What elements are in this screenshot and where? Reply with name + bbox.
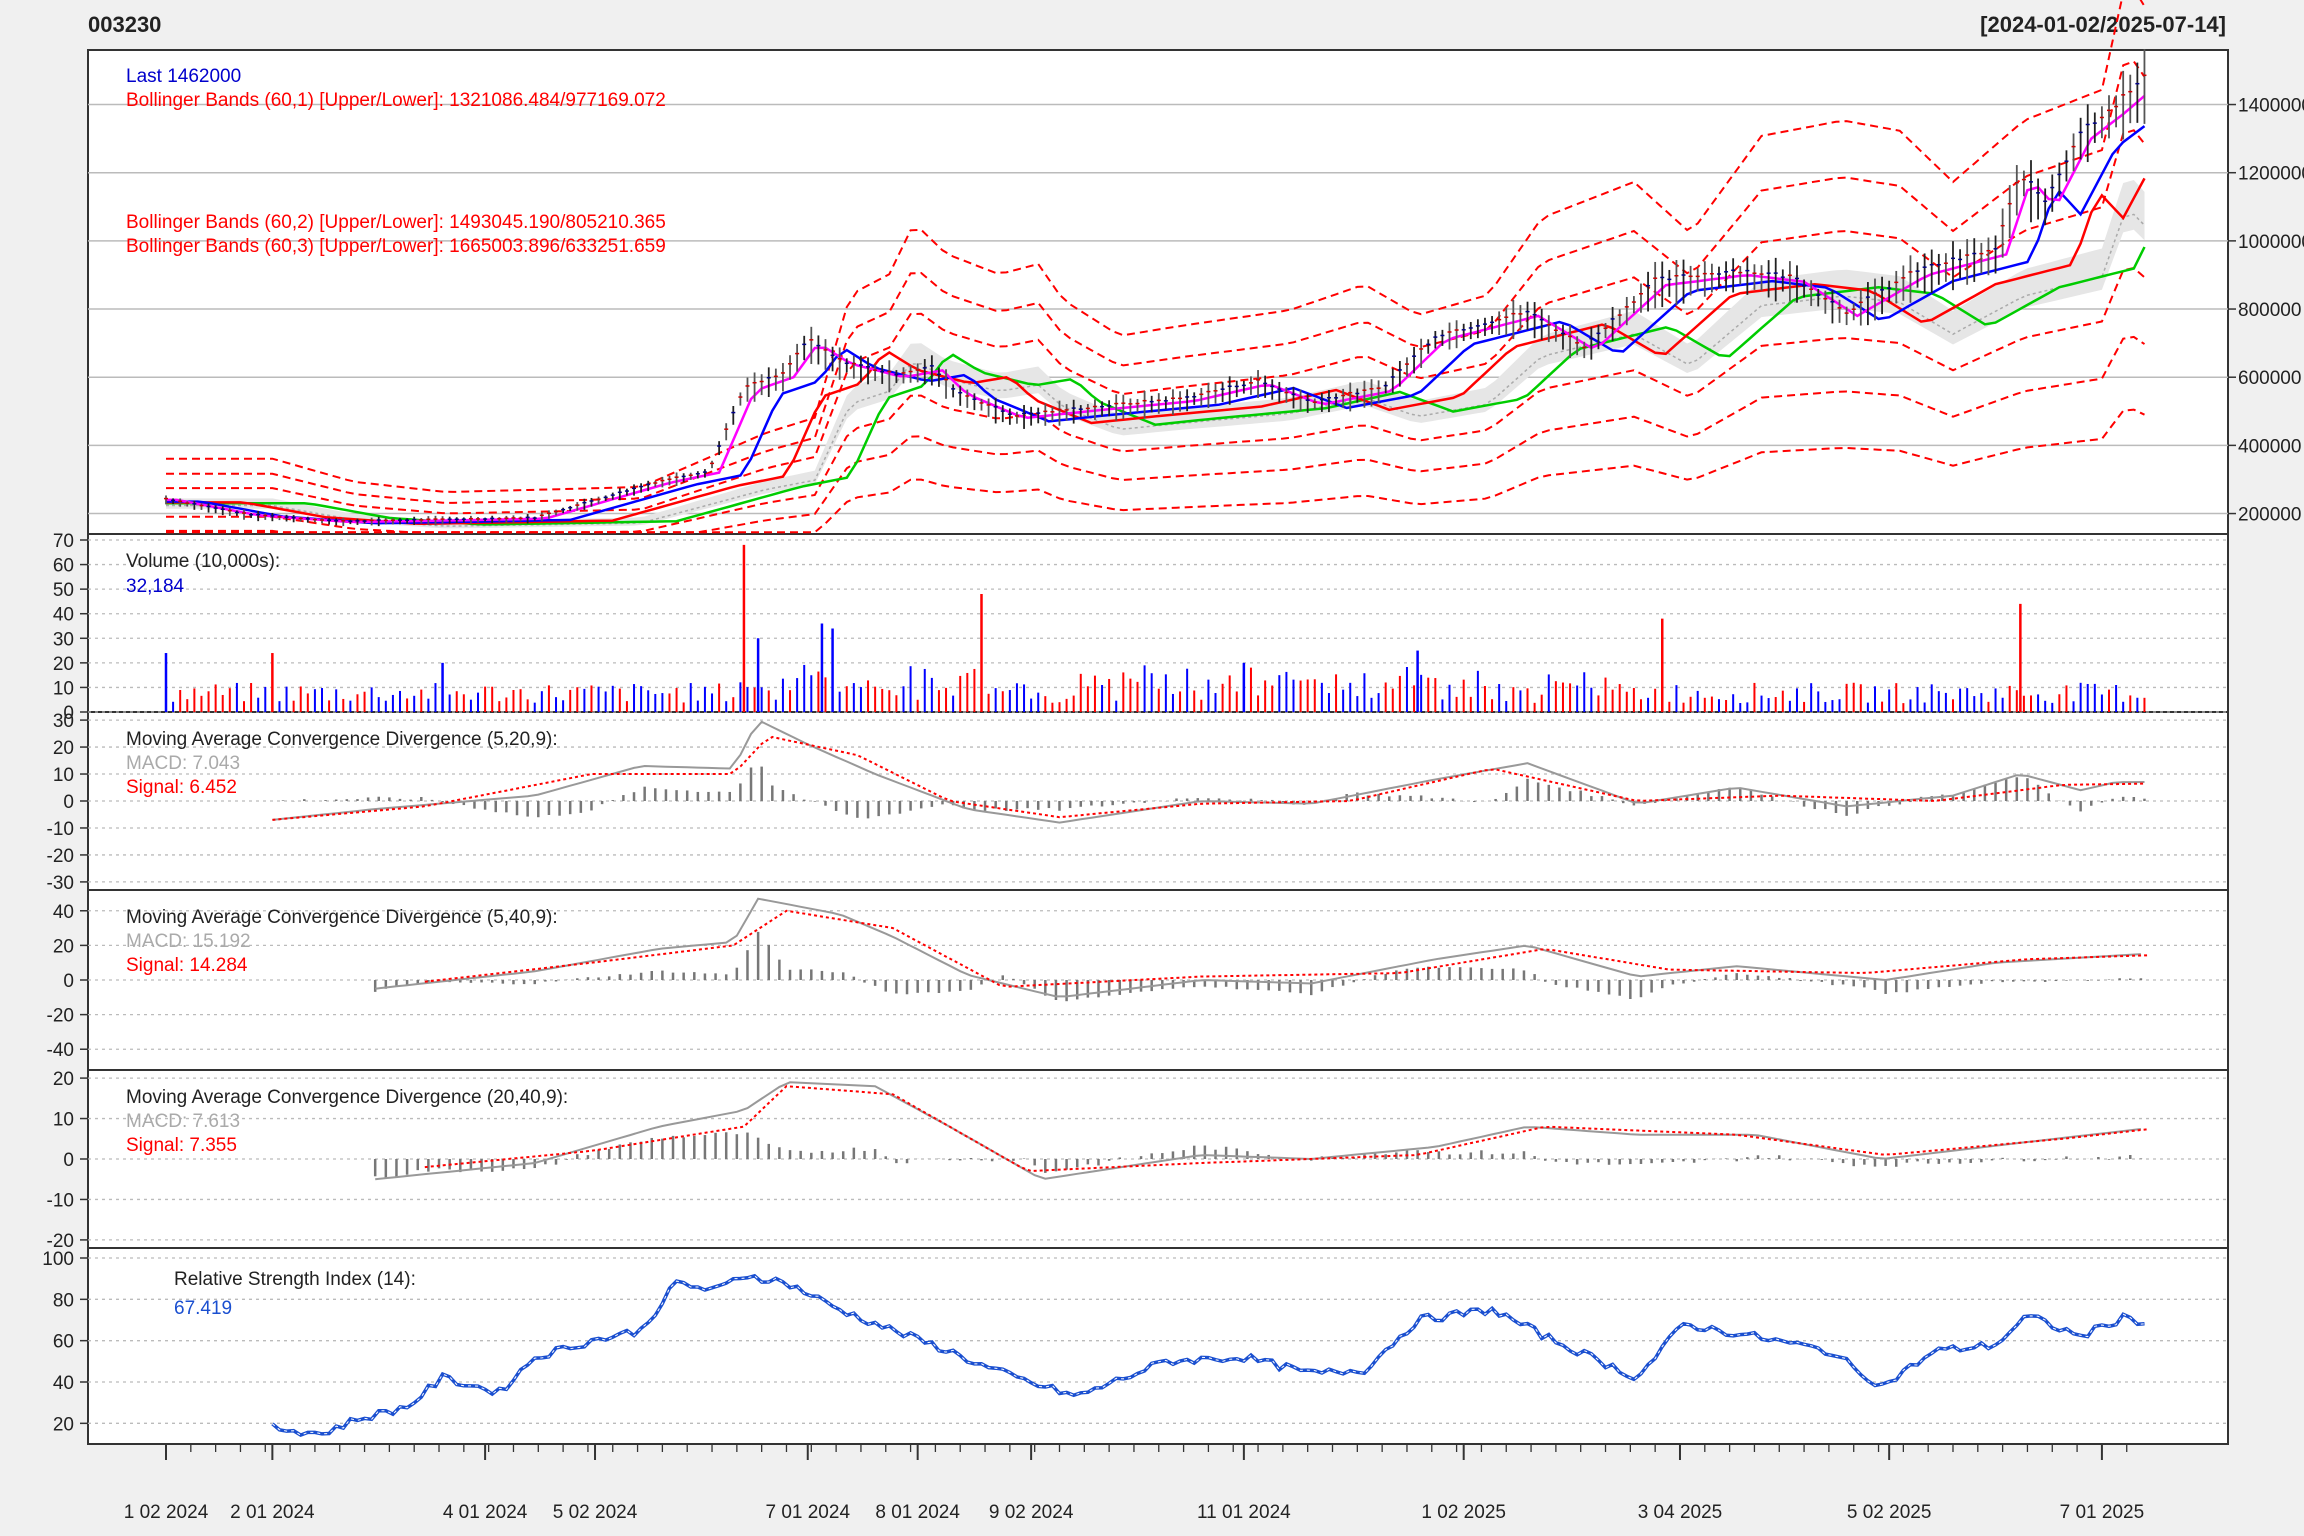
macd-title: Moving Average Convergence Divergence (5…	[126, 729, 558, 750]
volume-title: Volume (10,000s):	[126, 551, 280, 572]
price-tick-label: 800000	[2238, 300, 2301, 321]
rsi-tick-label: 100	[42, 1249, 74, 1270]
macd-title: Moving Average Convergence Divergence (5…	[126, 907, 558, 928]
x-tick-label: 7 01 2024	[765, 1502, 850, 1523]
signal-value: Signal: 14.284	[126, 955, 248, 976]
data-layer	[164, 0, 2149, 1438]
macd-tick-label: 0	[63, 792, 74, 813]
macd-tick-label: 10	[53, 1110, 74, 1131]
bb-upper-1	[166, 129, 2146, 515]
panel-frame-4	[87, 1069, 2229, 1249]
rsi-title: Relative Strength Index (14):	[174, 1269, 416, 1290]
price-legend-0: Last 1462000	[126, 66, 241, 87]
macd-tick-label: -20	[47, 1231, 74, 1252]
bb-lower-3	[166, 408, 2145, 534]
macd-tick-label: -20	[47, 846, 74, 867]
macd-line	[375, 1081, 2142, 1181]
x-tick-label: 4 01 2024	[443, 1502, 528, 1523]
macd-tick-label: 20	[53, 1069, 74, 1090]
volume-tick-label: 40	[53, 605, 74, 626]
macd-tick-label: -30	[47, 873, 74, 894]
volume-tick-label: 20	[53, 654, 74, 675]
macd-tick-label: 10	[53, 765, 74, 786]
date-range: [2024-01-02/2025-07-14]	[1980, 12, 2226, 37]
ma-very-long	[166, 246, 2146, 526]
volume-tick-label: 60	[53, 556, 74, 577]
signal-line	[272, 735, 2145, 821]
price-tick-label: 400000	[2238, 436, 2301, 457]
rsi-tick-label: 60	[53, 1332, 74, 1353]
bb-upper-2	[166, 60, 2146, 504]
x-tick-label: 8 01 2024	[875, 1502, 960, 1523]
volume-tick-label: 0	[63, 703, 74, 724]
macd-tick-label: 0	[63, 1150, 74, 1171]
price-tick-label: 1400000	[2238, 96, 2304, 117]
panel-frame-2	[87, 711, 2229, 891]
symbol-title: 003230	[88, 12, 162, 37]
ma-short	[166, 94, 2146, 524]
rsi-tick-label: 80	[53, 1290, 74, 1311]
x-tick-label: 5 02 2025	[1847, 1502, 1932, 1523]
rsi-last: 67.419	[174, 1298, 232, 1319]
x-tick-label: 1 02 2025	[1421, 1502, 1506, 1523]
macd-tick-label: 30	[53, 711, 74, 732]
price-legend-3: Bollinger Bands (60,3) [Upper/Lower]: 16…	[126, 236, 666, 257]
signal-value: Signal: 6.452	[126, 777, 237, 798]
x-tick-label: 3 04 2025	[1638, 1502, 1723, 1523]
x-tick-label: 1 02 2024	[124, 1502, 209, 1523]
text-layer: 2000004000006000008000001000000120000014…	[42, 66, 2304, 1523]
price-tick-label: 1200000	[2238, 164, 2304, 185]
price-tick-label: 600000	[2238, 368, 2301, 389]
bb-upper-3	[166, 0, 2146, 493]
price-tick-label: 1000000	[2238, 232, 2304, 253]
macd-value: MACD: 7.043	[126, 753, 240, 774]
panel-frame-5	[87, 1247, 2229, 1445]
volume-tick-label: 70	[53, 531, 74, 552]
macd-tick-label: 0	[63, 971, 74, 992]
volume-tick-label: 50	[53, 580, 74, 601]
macd-tick-label: 40	[53, 902, 74, 923]
macd-title: Moving Average Convergence Divergence (2…	[126, 1087, 568, 1108]
price-legend-2: Bollinger Bands (60,2) [Upper/Lower]: 14…	[126, 212, 666, 233]
macd-value: MACD: 15.192	[126, 931, 251, 952]
macd-tick-label: -20	[47, 1006, 74, 1027]
macd-tick-label: -10	[47, 1190, 74, 1211]
macd-value: MACD: 7.613	[126, 1111, 240, 1132]
macd-tick-label: -40	[47, 1040, 74, 1061]
price-legend-1: Bollinger Bands (60,1) [Upper/Lower]: 13…	[126, 90, 666, 111]
macd-line	[272, 720, 2145, 824]
signal-value: Signal: 7.355	[126, 1135, 237, 1156]
grid-layer	[80, 49, 2236, 1460]
x-tick-label: 9 02 2024	[989, 1502, 1074, 1523]
x-tick-label: 7 01 2025	[2060, 1502, 2145, 1523]
x-tick-label: 5 02 2024	[553, 1502, 638, 1523]
ma-mid	[166, 125, 2146, 525]
volume-tick-label: 30	[53, 629, 74, 650]
volume-last: 32,184	[126, 576, 185, 597]
signal-line	[424, 1085, 2149, 1173]
macd-tick-label: 20	[53, 738, 74, 759]
macd-tick-label: -10	[47, 819, 74, 840]
rsi-tick-label: 40	[53, 1373, 74, 1394]
macd-line	[375, 897, 2141, 998]
panel-frame-1	[87, 533, 2229, 713]
rsi-line-highlight	[272, 1275, 2145, 1436]
rsi-tick-label: 20	[53, 1414, 74, 1435]
signal-line	[424, 909, 2149, 988]
ma-long	[166, 177, 2146, 526]
macd-tick-label: 20	[53, 936, 74, 957]
x-tick-label: 2 01 2024	[230, 1502, 315, 1523]
price-tick-label: 200000	[2238, 505, 2301, 526]
volume-tick-label: 10	[53, 678, 74, 699]
x-tick-label: 11 01 2024	[1197, 1502, 1291, 1523]
